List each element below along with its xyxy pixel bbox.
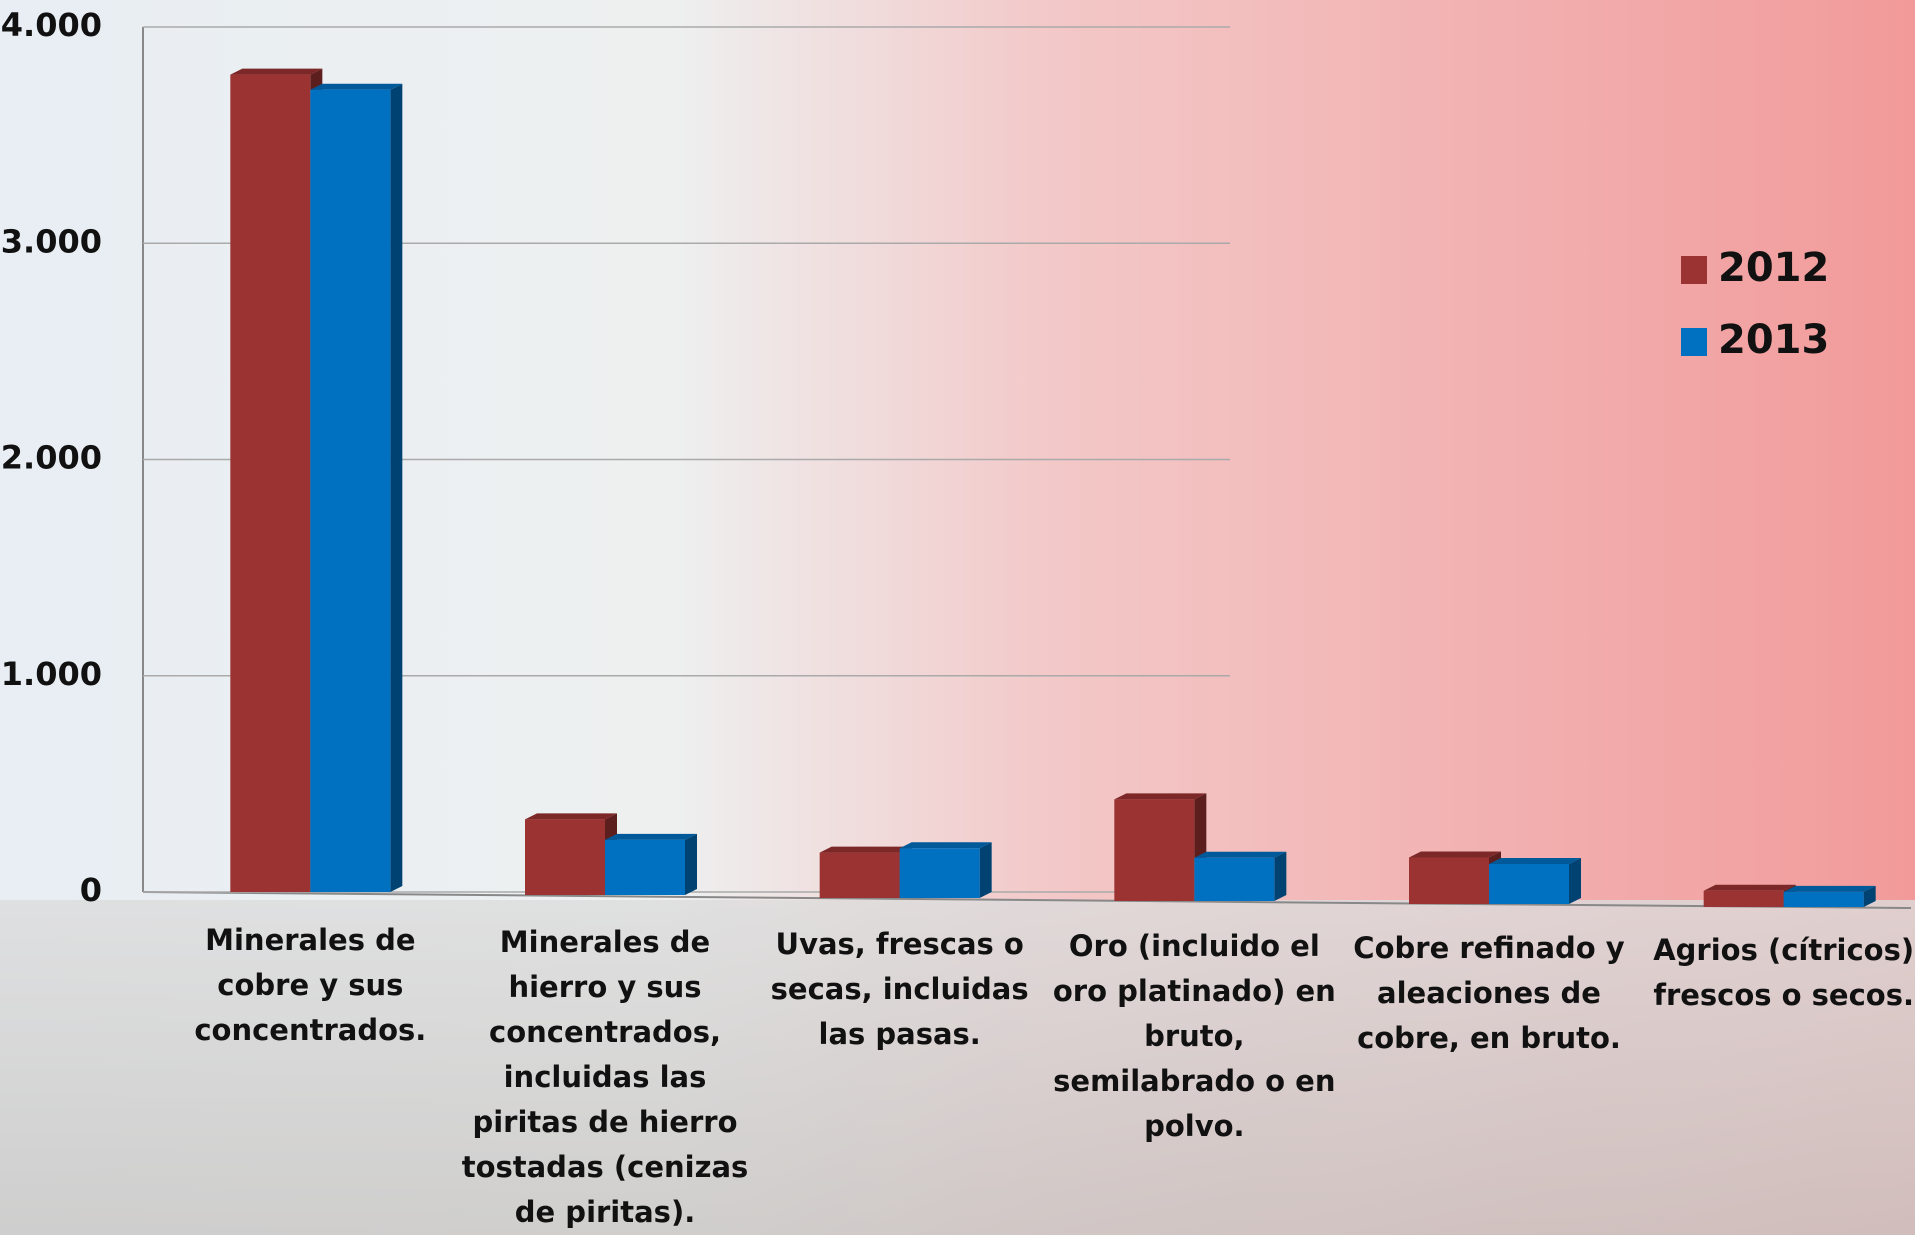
bar [1409,857,1489,904]
x-tick-label: Uvas, frescas o secas, incluidas las pasas… [771,927,1029,1051]
bar-top [525,813,617,820]
bar-side [390,83,403,892]
bar-top [1783,885,1876,892]
bar [1114,799,1195,901]
legend-label: 2013 [1718,317,1829,363]
bar [230,74,311,892]
bar-top [230,68,323,75]
bar-side [1274,851,1287,901]
bar-top [819,846,912,853]
legend-label: 2012 [1718,245,1829,291]
bar-top [310,83,403,90]
y-tick-label: 2.000 [1,439,102,477]
y-tick-label: 3.000 [1,222,102,260]
legend-swatch [1681,328,1707,356]
bar-side [1569,857,1581,904]
bar [310,89,391,892]
x-tick-label: Minerales de hierro y sus concentrados, inc… [462,925,749,1229]
x-tick-label: Agrios (cítricos) frescos o secos. [1653,933,1914,1012]
bar [1194,857,1275,901]
bar-top [605,833,697,840]
y-tick-label: 4.000 [1,6,102,44]
bar [819,852,900,898]
legend-swatch [1681,256,1707,284]
x-axis [142,891,1912,909]
bar-side [979,842,992,898]
bar [1703,890,1784,907]
bar-top [1489,857,1581,864]
bar [605,839,685,895]
bar [899,848,980,898]
x-tick-label: Cobre refinado y aleaciones de cobre, en b… [1353,931,1624,1055]
bar-top [899,842,992,849]
x-tick-label: Oro (incluido el oro platinado) en bruto, s… [1053,929,1336,1143]
background-ground [0,900,1915,1235]
bar [525,819,605,895]
bar [1489,863,1569,904]
bar-top [1409,851,1501,858]
bar-top [1194,851,1287,858]
bar-side [1863,885,1876,907]
bar-side [685,833,697,895]
x-tick-label: Minerales de cobre y sus concentrados. [194,923,426,1047]
y-tick-label: 1.000 [1,655,102,693]
bar-top [1703,884,1796,891]
bar-top [1114,793,1207,800]
y-tick-label: 0 [80,871,102,909]
bar [1783,891,1864,907]
